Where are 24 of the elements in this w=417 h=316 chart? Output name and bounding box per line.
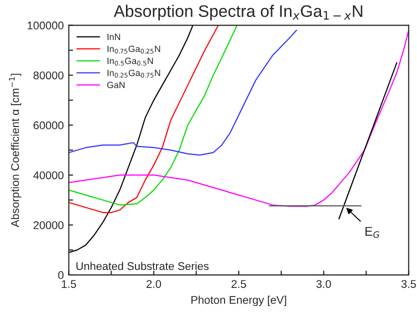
line-series (68, 25, 194, 254)
legend-label: InN (108, 34, 120, 40)
line-series (68, 30, 298, 156)
legend-label: GaN (107, 82, 125, 88)
line-series (68, 30, 409, 207)
y-tick-label: 0 (58, 271, 64, 280)
chart-title: Absorption Spectra of In$_{x}$Ga$_{1−x}$N (114, 4, 362, 20)
x-tick-label: 2.0 (146, 280, 162, 288)
y-tick-label: 80000 (34, 71, 64, 80)
annotation: E$_{G}$ (366, 227, 380, 238)
x-tick-label: 1.5 (62, 280, 76, 288)
legend-label: In$_{0.75}$Ga$_{0.25}$N (108, 46, 160, 54)
annotation: Unheated Substrate Series (76, 262, 209, 270)
x-tick-label: 3.5 (401, 280, 416, 288)
y-tick-label: 100000 (28, 22, 64, 30)
y-tick-label: 60000 (34, 121, 64, 130)
x-tick-label: 3.0 (316, 280, 331, 288)
y-axis-title: Absorption Coefficient α [cm$^{−1}$] (8, 74, 22, 228)
x-tick-label: 2.5 (232, 280, 246, 288)
legend-label: In$_{0.25}$Ga$_{0.75}$N (108, 70, 160, 78)
legend-label: In$_{0.5}$Ga$_{0.5}$N (108, 58, 153, 66)
y-tick-label: 40000 (33, 171, 64, 180)
x-axis-title: Photon Energy [eV] (191, 296, 286, 306)
y-tick-label: 20000 (34, 221, 64, 230)
